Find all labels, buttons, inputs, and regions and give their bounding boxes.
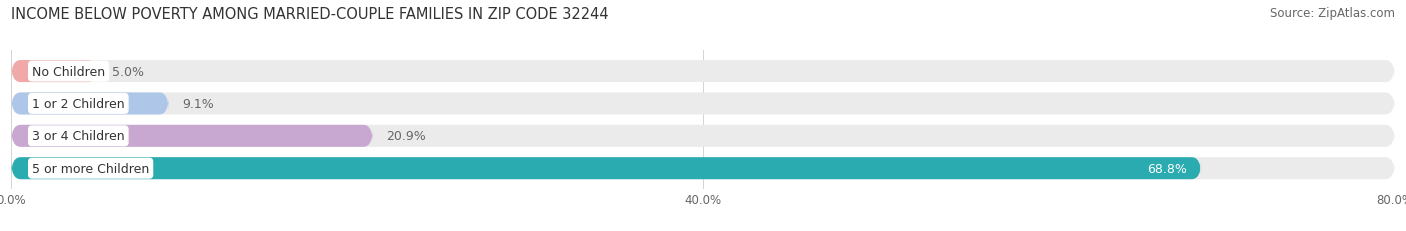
FancyBboxPatch shape	[11, 125, 1395, 147]
Text: 9.1%: 9.1%	[183, 97, 214, 110]
FancyBboxPatch shape	[11, 158, 1201, 179]
Text: INCOME BELOW POVERTY AMONG MARRIED-COUPLE FAMILIES IN ZIP CODE 32244: INCOME BELOW POVERTY AMONG MARRIED-COUPL…	[11, 7, 609, 22]
FancyBboxPatch shape	[11, 158, 1395, 179]
FancyBboxPatch shape	[11, 61, 1395, 83]
FancyBboxPatch shape	[11, 93, 169, 115]
Text: Source: ZipAtlas.com: Source: ZipAtlas.com	[1270, 7, 1395, 20]
Text: 68.8%: 68.8%	[1147, 162, 1187, 175]
Text: 5 or more Children: 5 or more Children	[32, 162, 149, 175]
Text: 20.9%: 20.9%	[387, 130, 426, 143]
FancyBboxPatch shape	[11, 125, 373, 147]
Text: No Children: No Children	[32, 65, 105, 78]
FancyBboxPatch shape	[11, 93, 1395, 115]
Text: 1 or 2 Children: 1 or 2 Children	[32, 97, 125, 110]
Text: 5.0%: 5.0%	[111, 65, 143, 78]
FancyBboxPatch shape	[11, 61, 98, 83]
Text: 3 or 4 Children: 3 or 4 Children	[32, 130, 125, 143]
